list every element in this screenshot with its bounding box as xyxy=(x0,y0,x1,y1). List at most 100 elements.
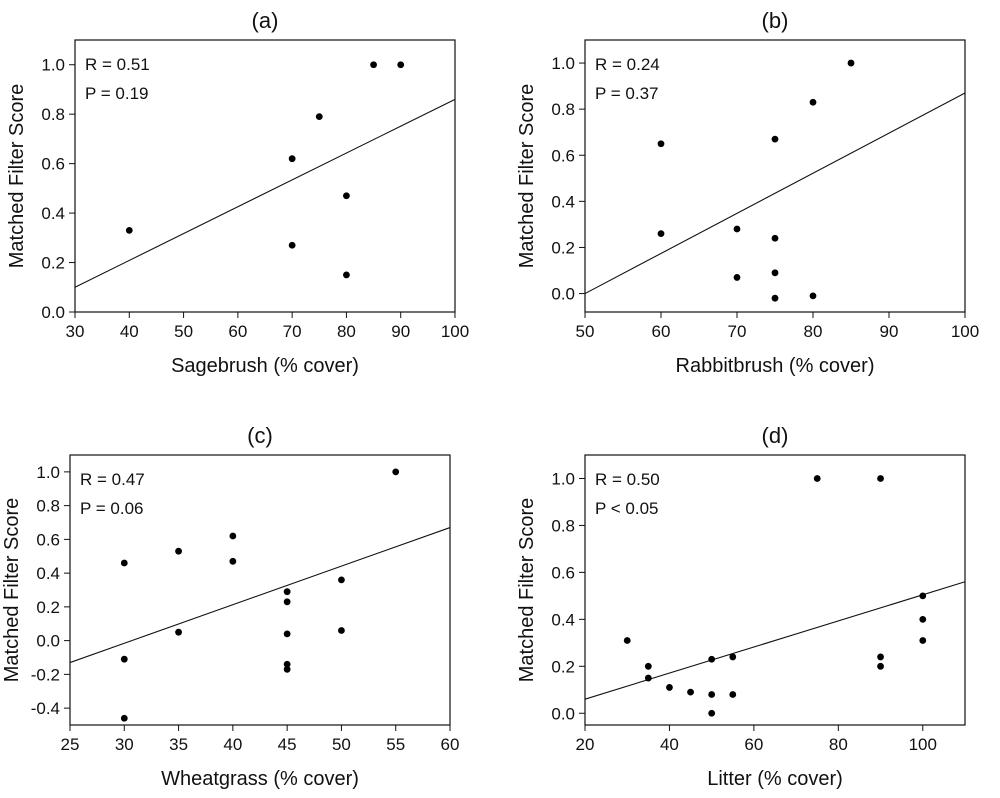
y-tick-label-d: 0.8 xyxy=(551,516,575,535)
data-point-c xyxy=(283,598,291,606)
data-point-d xyxy=(919,592,927,600)
y-axis-label-a: Matched Filter Score xyxy=(6,84,28,269)
x-tick-label-b: 60 xyxy=(652,322,671,341)
data-point-a xyxy=(370,61,377,69)
data-point-b xyxy=(771,269,779,277)
y-tick-label-b: 1.0 xyxy=(551,54,575,73)
x-tick-label-d: 100 xyxy=(909,735,937,754)
y-tick-label-c: -0.4 xyxy=(31,699,60,718)
x-tick-label-a: 40 xyxy=(120,322,139,341)
data-point-d xyxy=(644,674,652,682)
data-point-c xyxy=(229,557,237,565)
y-tick-label-c: -0.2 xyxy=(31,665,60,684)
data-point-b xyxy=(733,274,741,281)
y-tick-label-c: 0.6 xyxy=(36,530,60,549)
data-point-b xyxy=(847,59,855,67)
data-point-d xyxy=(623,637,631,644)
data-point-b xyxy=(771,234,779,242)
data-point-a xyxy=(288,241,296,249)
panel-title-d: (d) xyxy=(762,423,789,448)
y-tick-label-a: 0.0 xyxy=(41,303,65,322)
y-tick-label-c: 0.4 xyxy=(36,564,60,583)
data-point-d xyxy=(877,653,884,661)
data-point-c xyxy=(338,576,345,584)
data-point-c xyxy=(338,627,345,634)
p-value-d: P < 0.05 xyxy=(595,499,659,518)
r-value-a: R = 0.51 xyxy=(85,55,150,74)
x-axis-label-a: Sagebrush (% cover) xyxy=(171,355,359,377)
panel-c: (c) 25 30 35 40 45 50 55 60 -0.4 -0.2 0.0 0.2 0.4 0.6 0… xyxy=(1,423,459,790)
y-tick-label-d: 0.0 xyxy=(551,704,575,723)
y-axis-label-c: Matched Filter Score xyxy=(1,498,23,683)
y-axis-label-d: Matched Filter Score xyxy=(516,498,538,683)
x-tick-label-d: 20 xyxy=(576,735,595,754)
y-tick-label-a: 0.6 xyxy=(41,155,65,174)
data-point-a xyxy=(288,155,296,163)
y-tick-label-a: 1.0 xyxy=(41,56,65,75)
data-point-c xyxy=(283,660,291,668)
data-point-b xyxy=(771,294,779,302)
y-tick-label-c: 0.2 xyxy=(36,598,60,617)
regression-line-a xyxy=(74,98,456,288)
x-tick-label-c: 35 xyxy=(169,735,188,754)
data-point-b xyxy=(733,225,741,233)
data-point-a xyxy=(397,61,405,69)
y-tick-label-d: 0.4 xyxy=(551,610,575,629)
y-tick-label-b: 0.2 xyxy=(551,238,575,257)
x-tick-label-a: 30 xyxy=(66,322,85,341)
y-tick-label-d: 0.6 xyxy=(551,563,575,582)
data-point-c xyxy=(120,559,128,567)
data-point-c xyxy=(120,714,128,722)
data-point-c xyxy=(283,630,291,638)
data-point-d xyxy=(877,662,884,670)
data-point-d xyxy=(708,655,716,663)
data-point-d xyxy=(708,691,716,698)
x-tick-label-c: 40 xyxy=(223,735,242,754)
r-value-d: R = 0.50 xyxy=(595,470,660,489)
data-point-b xyxy=(771,135,779,143)
x-tick-label-c: 30 xyxy=(115,735,134,754)
y-tick-label-d: 1.0 xyxy=(551,469,575,488)
plot-frame-b xyxy=(584,39,966,313)
regression-line-d xyxy=(584,581,966,700)
y-tick-label-d: 0.2 xyxy=(551,657,575,676)
plot-frame-d xyxy=(584,454,966,726)
data-point-d xyxy=(877,475,884,482)
x-tick-label-a: 100 xyxy=(441,322,469,341)
x-tick-label-c: 55 xyxy=(386,735,405,754)
data-point-b xyxy=(657,140,665,148)
y-tick-label-b: 0.8 xyxy=(551,100,575,119)
regression-line-c xyxy=(69,527,451,664)
data-point-d xyxy=(919,615,927,623)
data-point-c xyxy=(283,588,291,596)
data-point-b xyxy=(809,292,817,300)
x-tick-label-b: 50 xyxy=(576,322,595,341)
panel-title-b: (b) xyxy=(762,8,789,33)
data-point-c xyxy=(283,665,291,673)
x-tick-label-d: 60 xyxy=(744,735,763,754)
data-point-c xyxy=(392,468,400,476)
plot-frame-c xyxy=(69,454,451,726)
data-point-d xyxy=(708,709,716,717)
p-value-c: P = 0.06 xyxy=(80,499,144,518)
data-point-d xyxy=(813,475,821,482)
x-tick-label-a: 60 xyxy=(228,322,247,341)
data-point-d xyxy=(919,637,927,644)
x-tick-label-d: 80 xyxy=(829,735,848,754)
p-value-b: P = 0.37 xyxy=(595,84,659,103)
data-point-c xyxy=(120,655,128,663)
data-point-a xyxy=(315,113,323,121)
data-point-b xyxy=(657,230,665,238)
x-tick-label-d: 40 xyxy=(660,735,679,754)
data-point-c xyxy=(175,547,182,555)
y-tick-label-b: 0.4 xyxy=(551,192,575,211)
panel-title-c: (c) xyxy=(247,423,273,448)
data-point-a xyxy=(125,227,133,234)
panel-d: (d) 20 40 60 80 100 0.0 0.2 0.4 0.6 0.8 1.0 Litter (… xyxy=(516,423,966,790)
x-tick-label-c: 25 xyxy=(61,735,80,754)
panel-b: (b) 50 60 70 80 90 100 0.0 0.2 0.4 0.6 0.8 1.0 Rabbit… xyxy=(516,8,979,377)
data-point-d xyxy=(729,691,737,698)
plot-frame-a xyxy=(74,39,456,313)
y-axis-label-b: Matched Filter Score xyxy=(516,84,538,269)
